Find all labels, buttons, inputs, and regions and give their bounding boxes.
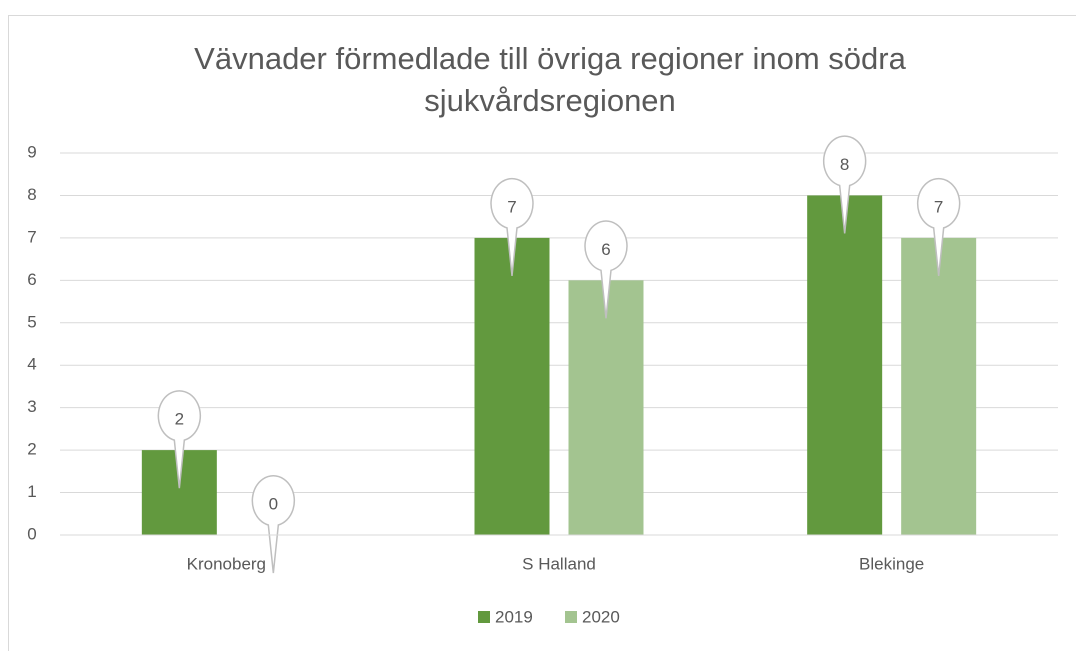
bar [568,280,644,535]
y-tick-label: 1 [27,482,36,501]
bar [474,237,550,535]
legend-label: 2019 [495,607,533,626]
data-label-callout [157,390,202,489]
data-label: 0 [269,494,278,513]
y-tick-label: 5 [27,312,36,331]
y-tick-label: 3 [27,397,36,416]
data-label-callout [251,475,296,574]
data-label: 7 [507,197,516,216]
legend-swatch [478,611,490,623]
data-label-callout [916,177,961,276]
legend-swatch [565,611,577,623]
y-tick-label: 7 [27,227,36,246]
data-label: 6 [601,240,610,259]
y-tick-label: 0 [27,524,36,543]
y-tick-label: 4 [27,355,36,374]
data-label: 8 [840,155,849,174]
y-tick-label: 2 [27,440,36,459]
bar [807,195,883,535]
x-tick-label: Blekinge [859,554,924,573]
bar [901,237,977,535]
x-tick-label: S Halland [522,554,596,573]
x-tick-label: Kronoberg [187,554,266,573]
legend-label: 2020 [582,607,620,626]
chart-title: Vävnader förmedlade till övriga regioner… [194,41,906,118]
data-label: 7 [934,197,943,216]
y-tick-label: 9 [27,142,36,161]
y-tick-label: 6 [27,270,36,289]
data-label-callout [490,177,534,276]
data-label: 2 [175,410,184,429]
data-label-callout [584,220,628,319]
y-tick-label: 8 [27,185,36,204]
data-label-callout [822,135,867,234]
